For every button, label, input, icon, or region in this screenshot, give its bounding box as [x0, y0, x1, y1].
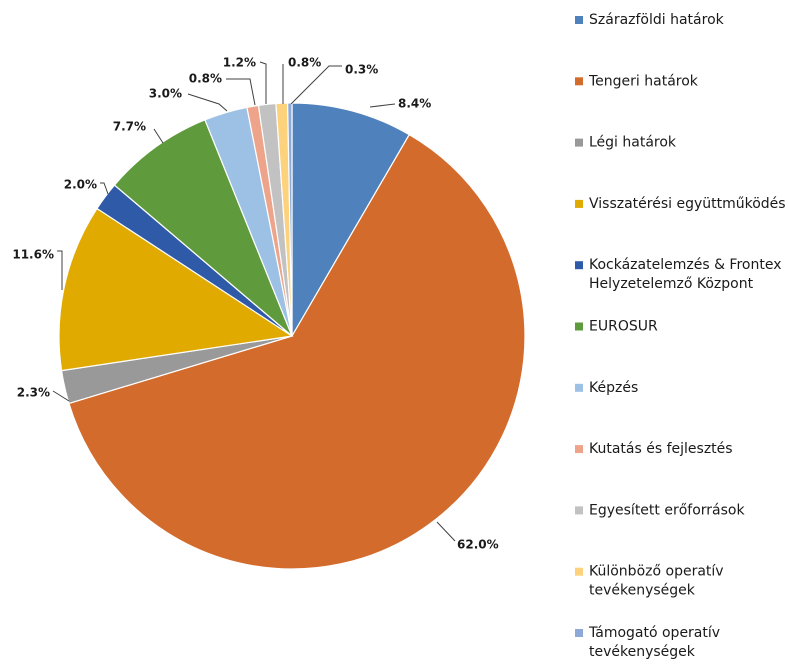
legend-item-tamogato-operativ-tevekenysegek: Támogató operatív tevékenységek	[575, 625, 720, 660]
legend-label: Támogató operatív	[588, 625, 720, 641]
pie-slices	[58, 102, 526, 570]
leader-line-tamogato-operativ-tevekenysegek	[290, 65, 342, 105]
legend-item-kockazatelemzes-frontex-helyzetelemzo-kozpont: Kockázatelemzés & Frontex Helyzetelemző K…	[575, 257, 782, 292]
leader-line-eurosur	[153, 128, 164, 144]
data-label-egyesitett-eroforrasok: 1.2%	[223, 56, 256, 70]
leader-line-szarazfoldi-hatarok	[369, 103, 396, 108]
legend-label: Visszatérési együttműködés	[589, 196, 786, 212]
legend-swatch	[575, 445, 583, 454]
data-label-szarazfoldi-hatarok: 8.4%	[398, 97, 431, 111]
leader-line-legi-hatarok	[52, 390, 70, 402]
leader-line-tengeri-hatarok	[436, 521, 456, 542]
slice-visszateresi-egyuttmukodes	[58, 207, 294, 372]
legend-item-egyesitett-eroforrasok: Egyesített erőforrások	[575, 502, 745, 518]
legend-label: Helyzetelemző Központ	[589, 276, 754, 292]
legend-label: tevékenységek	[589, 583, 696, 599]
legend-label: EUROSUR	[589, 319, 658, 335]
legend-item-visszateresi-egyuttmukodes: Visszatérési együttműködés	[575, 196, 786, 212]
data-label-kepzes: 3.0%	[149, 87, 182, 101]
data-label-visszateresi-egyuttmukodes: 11.6%	[12, 248, 54, 262]
leader-line-kepzes	[187, 93, 228, 112]
data-label-kockazatelemzes-frontex-helyzetelemzo-kozpont: 2.0%	[64, 178, 97, 192]
leader-line-egyesitett-eroforrasok	[259, 61, 267, 104]
data-labels: 8.4%62.0%2.3%11.6%2.0%7.7%3.0%0.8%1.2% 0.…	[12, 56, 498, 552]
legend-item-szarazfoldi-hatarok: Szárazföldi határok	[575, 12, 725, 28]
legend-swatch	[575, 322, 583, 331]
data-label-tamogato-operativ-tevekenysegek: 0.3%	[345, 63, 378, 77]
leader-line-kutatas-es-fejlesztes	[226, 78, 256, 106]
legend-label: Tengeri határok	[588, 73, 699, 89]
slice-szarazfoldi-hatarok	[291, 102, 411, 339]
legend-label: tevékenységek	[589, 644, 696, 660]
legend-label: Egyesített erőforrások	[589, 502, 745, 518]
legend-label: Képzés	[589, 380, 638, 396]
legend-swatch	[575, 629, 583, 637]
data-label-kulonbozo-operativ-tevekenysegek: 0.8%	[288, 56, 321, 70]
legend-item-kutatas-es-fejlesztes: Kutatás és fejlesztés	[575, 441, 733, 457]
legend-swatch	[575, 506, 583, 515]
legend-item-tengeri-hatarok: Tengeri határok	[575, 73, 699, 89]
legend-item-eurosur: EUROSUR	[575, 319, 658, 335]
legend-swatch	[575, 383, 583, 392]
legend-swatch	[575, 199, 583, 208]
legend-item-kepzes: Képzés	[575, 380, 638, 396]
legend-item-legi-hatarok: Légi határok	[575, 135, 677, 151]
data-label-legi-hatarok: 2.3%	[17, 386, 50, 400]
legend-label: Különböző operatív	[589, 564, 724, 580]
leader-line-visszateresi-egyuttmukodes	[57, 250, 63, 290]
legend: Szárazföldi határok Tengeri határok Légi h…	[575, 12, 786, 660]
data-label-eurosur: 7.7%	[113, 120, 146, 134]
legend-swatch	[575, 77, 583, 86]
legend-swatch	[575, 138, 583, 147]
label-leader-lines	[52, 61, 456, 542]
data-label-tengeri-hatarok: 62.0%	[457, 538, 499, 552]
legend-item-kulonbozo-operativ-tevekenysegek: Különböző operatív tevékenységek	[575, 564, 724, 599]
data-label-kutatas-es-fejlesztes: 0.8%	[189, 72, 222, 86]
legend-swatch	[575, 16, 583, 24]
legend-label: Légi határok	[589, 135, 677, 151]
legend-swatch	[575, 261, 583, 270]
legend-swatch	[575, 567, 583, 576]
slice-eurosur	[113, 119, 293, 337]
legend-label: Kutatás és fejlesztés	[589, 441, 733, 457]
leader-line-kockazatelemzes-frontex-helyzetelemzo-kozpont	[100, 182, 109, 195]
slice-tengeri-hatarok	[68, 133, 526, 570]
legend-label: Kockázatelemzés & Frontex	[589, 257, 782, 273]
legend-label: Szárazföldi határok	[589, 12, 725, 28]
